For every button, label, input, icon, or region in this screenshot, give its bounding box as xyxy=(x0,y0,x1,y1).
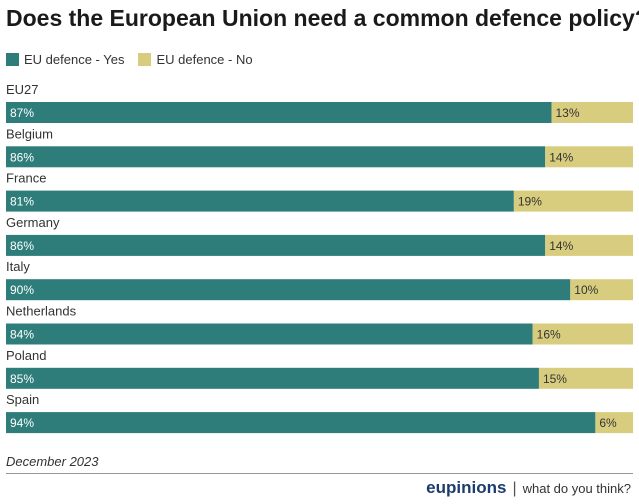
bar-no-italy xyxy=(570,279,633,301)
legend-swatch-yes xyxy=(6,53,19,66)
data-label-yes-spain: 94% xyxy=(10,416,34,430)
bar-no-netherlands xyxy=(532,323,633,345)
data-label-no-germany: 14% xyxy=(549,239,573,253)
bar-yes-france xyxy=(6,190,514,212)
bar-yes-netherlands xyxy=(6,323,533,345)
date-note: December 2023 xyxy=(6,454,99,469)
category-label-france: France xyxy=(6,171,46,186)
footer-divider xyxy=(6,473,633,474)
category-label-italy: Italy xyxy=(6,259,30,274)
data-label-no-netherlands: 16% xyxy=(537,328,561,342)
data-label-yes-germany: 86% xyxy=(10,239,34,253)
brand-separator: | xyxy=(512,480,517,497)
category-label-poland: Poland xyxy=(6,348,46,363)
bar-yes-germany xyxy=(6,234,546,256)
bar-no-belgium xyxy=(545,146,633,168)
bar-yes-italy xyxy=(6,279,571,301)
data-label-no-france: 19% xyxy=(518,195,542,209)
legend: EU defence - Yes EU defence - No xyxy=(6,52,267,67)
legend-label-no: EU defence - No xyxy=(156,52,253,67)
bar-yes-poland xyxy=(6,367,539,389)
data-label-yes-eu27: 87% xyxy=(10,106,34,120)
data-label-yes-netherlands: 84% xyxy=(10,328,34,342)
legend-label-yes: EU defence - Yes xyxy=(24,52,125,67)
legend-item-yes: EU defence - Yes xyxy=(6,52,124,67)
data-label-no-belgium: 14% xyxy=(549,150,573,164)
category-label-belgium: Belgium xyxy=(6,126,53,141)
data-label-no-poland: 15% xyxy=(543,372,567,386)
bar-yes-eu27 xyxy=(6,102,552,123)
data-label-no-spain: 6% xyxy=(599,416,617,430)
data-label-no-eu27: 13% xyxy=(555,106,579,120)
bar-yes-spain xyxy=(6,412,596,434)
chart-title: Does the European Union need a common de… xyxy=(6,5,639,31)
data-label-no-italy: 10% xyxy=(574,283,598,297)
category-label-eu27: EU27 xyxy=(6,82,39,97)
category-label-spain: Spain xyxy=(6,392,39,407)
category-label-germany: Germany xyxy=(6,215,60,230)
bar-no-france xyxy=(513,190,633,212)
data-label-yes-poland: 85% xyxy=(10,372,34,386)
category-label-netherlands: Netherlands xyxy=(6,304,77,319)
data-label-yes-france: 81% xyxy=(10,195,34,209)
bar-no-eu27 xyxy=(551,102,633,123)
data-label-yes-italy: 90% xyxy=(10,283,34,297)
legend-swatch-no xyxy=(138,53,152,66)
brand-tagline: what do you think? xyxy=(522,481,631,496)
data-label-yes-belgium: 86% xyxy=(10,150,34,164)
brand: eupinions | what do you think? xyxy=(426,478,631,498)
brand-logo: eupinions xyxy=(426,478,507,497)
bar-yes-belgium xyxy=(6,146,546,168)
bar-no-spain xyxy=(595,412,633,434)
legend-item-no: EU defence - No xyxy=(138,52,253,67)
bar-no-germany xyxy=(545,234,633,256)
bar-no-poland xyxy=(538,367,633,389)
